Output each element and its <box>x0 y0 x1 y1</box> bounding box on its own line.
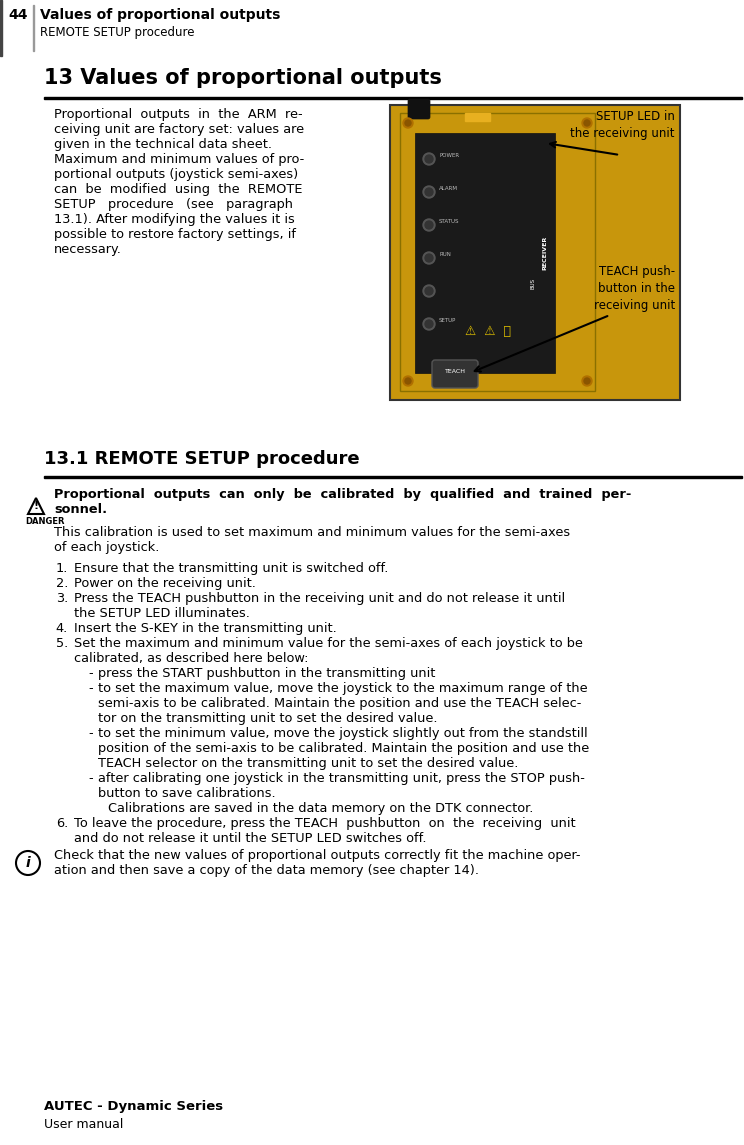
Text: 13.1). After modifying the values it is: 13.1). After modifying the values it is <box>54 213 295 226</box>
Text: -: - <box>88 727 92 740</box>
FancyBboxPatch shape <box>432 360 478 388</box>
Text: SETUP LED in
the receiving unit: SETUP LED in the receiving unit <box>571 110 675 140</box>
Circle shape <box>423 285 435 297</box>
Text: AUTEC - Dynamic Series: AUTEC - Dynamic Series <box>44 1100 223 1113</box>
Bar <box>44 476 742 477</box>
Circle shape <box>423 185 435 198</box>
Text: RECEIVER: RECEIVER <box>542 236 548 270</box>
Text: 3.: 3. <box>56 592 68 605</box>
Bar <box>400 113 595 390</box>
Circle shape <box>403 118 413 128</box>
Text: press the START pushbutton in the transmitting unit: press the START pushbutton in the transm… <box>98 668 435 680</box>
Text: ⚠  ⚠  ⃝: ⚠ ⚠ ⃝ <box>465 325 511 338</box>
Circle shape <box>582 118 592 128</box>
Text: after calibrating one joystick in the transmitting unit, press the STOP push-: after calibrating one joystick in the tr… <box>98 772 585 785</box>
Text: 5.: 5. <box>56 637 68 650</box>
Text: Values of proportional outputs: Values of proportional outputs <box>40 8 280 22</box>
Circle shape <box>423 219 435 231</box>
Text: 4.: 4. <box>56 622 68 635</box>
Text: -: - <box>88 772 92 785</box>
Text: TEACH push-
button in the
receiving unit: TEACH push- button in the receiving unit <box>594 264 675 311</box>
Text: To leave the procedure, press the TEACH  pushbutton  on  the  receiving  unit: To leave the procedure, press the TEACH … <box>74 818 576 830</box>
Bar <box>44 97 742 98</box>
Text: RUN: RUN <box>439 252 451 256</box>
Text: position of the semi-axis to be calibrated. Maintain the position and use the: position of the semi-axis to be calibrat… <box>98 742 589 755</box>
Text: BUS: BUS <box>530 277 536 289</box>
Text: -: - <box>88 682 92 695</box>
Bar <box>415 133 555 373</box>
Circle shape <box>405 120 411 126</box>
Text: 13.1 REMOTE SETUP procedure: 13.1 REMOTE SETUP procedure <box>44 450 359 468</box>
Text: semi-axis to be calibrated. Maintain the position and use the TEACH selec-: semi-axis to be calibrated. Maintain the… <box>98 697 581 710</box>
Text: -: - <box>88 668 92 680</box>
Text: 13 Values of proportional outputs: 13 Values of proportional outputs <box>44 68 442 88</box>
Polygon shape <box>28 498 44 514</box>
Text: can  be  modified  using  the  REMOTE: can be modified using the REMOTE <box>54 183 303 196</box>
Text: Power on the receiving unit.: Power on the receiving unit. <box>74 577 256 590</box>
Text: 2.: 2. <box>56 577 68 590</box>
Circle shape <box>582 376 592 386</box>
Circle shape <box>405 378 411 384</box>
Text: button to save calibrations.: button to save calibrations. <box>98 787 275 800</box>
Text: given in the technical data sheet.: given in the technical data sheet. <box>54 139 272 151</box>
Text: 1.: 1. <box>56 562 68 575</box>
Bar <box>33 5 34 52</box>
Text: i: i <box>25 856 31 870</box>
Text: tor on the transmitting unit to set the desired value.: tor on the transmitting unit to set the … <box>98 712 437 725</box>
Text: necessary.: necessary. <box>54 243 122 256</box>
Text: to set the minimum value, move the joystick slightly out from the standstill: to set the minimum value, move the joyst… <box>98 727 588 740</box>
Text: ation and then save a copy of the data memory (see chapter 14).: ation and then save a copy of the data m… <box>54 864 479 877</box>
Circle shape <box>584 120 590 126</box>
Text: 6.: 6. <box>56 818 68 830</box>
Bar <box>0 0 2 56</box>
Text: SETUP: SETUP <box>439 318 456 323</box>
Text: POWER: POWER <box>439 153 459 158</box>
Text: Ensure that the transmitting unit is switched off.: Ensure that the transmitting unit is swi… <box>74 562 388 575</box>
FancyBboxPatch shape <box>408 98 430 119</box>
Text: Set the maximum and minimum value for the semi-axes of each joystick to be: Set the maximum and minimum value for th… <box>74 637 583 650</box>
Text: of each joystick.: of each joystick. <box>54 540 159 554</box>
Bar <box>390 105 680 400</box>
Circle shape <box>425 188 433 196</box>
Text: DANGER: DANGER <box>25 518 65 526</box>
Text: sonnel.: sonnel. <box>54 503 107 516</box>
Text: TEACH selector on the transmitting unit to set the desired value.: TEACH selector on the transmitting unit … <box>98 757 519 769</box>
Circle shape <box>425 287 433 295</box>
Text: 44: 44 <box>8 8 28 22</box>
Text: TEACH: TEACH <box>444 369 466 374</box>
Circle shape <box>425 254 433 262</box>
Text: SETUP   procedure   (see   paragraph: SETUP procedure (see paragraph <box>54 198 293 211</box>
Circle shape <box>423 153 435 165</box>
Circle shape <box>425 319 433 327</box>
Text: ceiving unit are factory set: values are: ceiving unit are factory set: values are <box>54 123 304 136</box>
Text: REMOTE SETUP procedure: REMOTE SETUP procedure <box>40 26 194 39</box>
Text: calibrated, as described here below:: calibrated, as described here below: <box>74 652 309 665</box>
Text: STATUS: STATUS <box>439 219 460 224</box>
Text: to set the maximum value, move the joystick to the maximum range of the: to set the maximum value, move the joyst… <box>98 682 588 695</box>
Text: the SETUP LED illuminates.: the SETUP LED illuminates. <box>74 607 250 619</box>
Text: Calibrations are saved in the data memory on the DTK connector.: Calibrations are saved in the data memor… <box>108 802 533 815</box>
Text: Maximum and minimum values of pro-: Maximum and minimum values of pro- <box>54 153 304 166</box>
Circle shape <box>16 851 40 875</box>
Circle shape <box>423 318 435 330</box>
Circle shape <box>425 155 433 163</box>
Text: ALARM: ALARM <box>439 185 458 191</box>
Circle shape <box>425 221 433 229</box>
Text: portional outputs (joystick semi-axes): portional outputs (joystick semi-axes) <box>54 168 298 181</box>
Bar <box>465 113 490 121</box>
Text: This calibration is used to set maximum and minimum values for the semi-axes: This calibration is used to set maximum … <box>54 526 570 539</box>
Text: Insert the S-KEY in the transmitting unit.: Insert the S-KEY in the transmitting uni… <box>74 622 337 635</box>
Text: possible to restore factory settings, if: possible to restore factory settings, if <box>54 228 296 240</box>
Circle shape <box>584 378 590 384</box>
Text: Proportional  outputs  in  the  ARM  re-: Proportional outputs in the ARM re- <box>54 108 303 121</box>
Text: Press the TEACH pushbutton in the receiving unit and do not release it until: Press the TEACH pushbutton in the receiv… <box>74 592 565 605</box>
Circle shape <box>403 376 413 386</box>
Text: User manual: User manual <box>44 1118 124 1131</box>
Text: and do not release it until the SETUP LED switches off.: and do not release it until the SETUP LE… <box>74 832 426 845</box>
Text: Proportional  outputs  can  only  be  calibrated  by  qualified  and  trained  p: Proportional outputs can only be calibra… <box>54 488 632 502</box>
Text: !: ! <box>33 502 39 511</box>
Text: Check that the new values of proportional outputs correctly fit the machine oper: Check that the new values of proportiona… <box>54 848 580 862</box>
Circle shape <box>423 252 435 264</box>
